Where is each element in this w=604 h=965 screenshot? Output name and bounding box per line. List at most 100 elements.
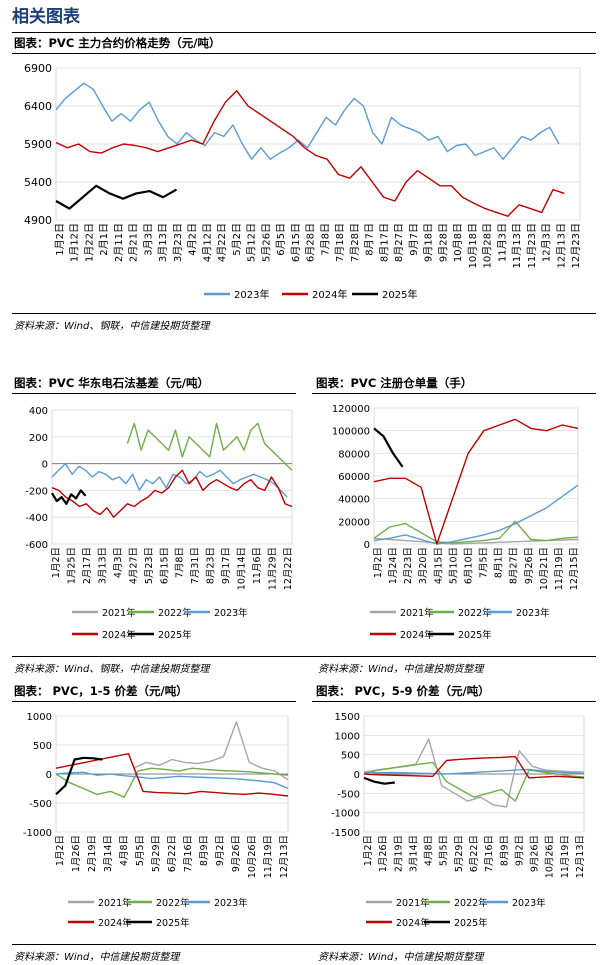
spread59-xtick-label: 1月2日 <box>363 835 374 866</box>
basis-ytick-label: -200 <box>25 486 48 497</box>
spread59-legend-label: 2022年 <box>454 897 488 909</box>
main-xtick-label: 6月5日 <box>275 223 287 256</box>
main-legend-label: 2024年 <box>312 288 347 301</box>
basis-xtick-label: 4月3日 <box>113 547 124 578</box>
main-xtick-label: 1月12日 <box>69 223 81 262</box>
main-ytick-label: 5900 <box>24 138 52 151</box>
warehouse-legend-label: 2025年 <box>458 629 492 641</box>
main-ytick-label: 4900 <box>24 214 52 227</box>
basis-chart-title: 图表：PVC 华东电石法基差（元/吨） <box>14 376 209 390</box>
basis-xtick-label: 1月2日 <box>51 547 62 578</box>
main-legend-label: 2023年 <box>234 288 269 301</box>
basis-legend-label: 2023年 <box>214 607 248 619</box>
main-chart-source: 资料来源：Wind、钢联，中信建投期货整理 <box>14 321 210 332</box>
spread59-ytick-label: -1000 <box>331 809 360 820</box>
main-xtick-label: 7月8日 <box>319 223 331 256</box>
warehouse-ytick-label: 40000 <box>338 495 370 506</box>
main-xtick-label: 8月27日 <box>393 223 405 262</box>
spread59-xtick-label: 10月26日 <box>545 835 556 878</box>
basis-ytick-label: 0 <box>42 460 48 471</box>
spread59-xtick-label: 4月8日 <box>424 835 435 866</box>
main-legend-label: 2025年 <box>382 288 417 301</box>
spread59-xtick-label: 1月26日 <box>378 835 389 872</box>
main-xtick-label: 12月13日 <box>555 223 567 268</box>
main-xtick-label: 3月23日 <box>172 223 184 262</box>
main-xtick-label: 7月28日 <box>349 223 361 262</box>
spread15-xtick-label: 9月2日 <box>215 835 226 866</box>
warehouse-xtick-label: 10月21日 <box>539 547 550 590</box>
main-ytick-label: 6400 <box>24 100 52 113</box>
warehouse-xtick-label: 2月23日 <box>403 547 414 584</box>
warehouse-ytick-label: 0 <box>364 540 370 551</box>
spread59-ytick-label: 500 <box>341 751 360 762</box>
spread15-xtick-label: 5月29日 <box>151 835 162 872</box>
main-xtick-label: 3月13日 <box>157 223 169 262</box>
basis-title-rule <box>12 393 296 394</box>
basis-xtick-label: 11月29日 <box>268 547 279 590</box>
spread15-xtick-label: 9月26日 <box>231 835 242 872</box>
main-xtick-label: 4月22日 <box>216 223 228 262</box>
spread59-xtick-label: 2月19日 <box>393 835 404 872</box>
spread15-xtick-label: 7月16日 <box>183 835 194 872</box>
spread15-xtick-label: 5月5日 <box>135 835 146 866</box>
basis-series-y2025 <box>51 489 87 505</box>
warehouse-ytick-label: 80000 <box>338 449 370 460</box>
section-title: 相关图表 <box>12 7 80 27</box>
main-xtick-label: 5月26日 <box>260 223 272 262</box>
spread15-series-y2025 <box>55 756 103 796</box>
warehouse-legend-label: 2023年 <box>516 607 550 619</box>
spread15-xtick-label: 3月14日 <box>103 835 114 872</box>
basis-xtick-label: 1月25日 <box>66 547 77 584</box>
main-xtick-label: 10月8日 <box>452 223 464 262</box>
spread59-xtick-label: 7月16日 <box>484 835 495 872</box>
basis-ytick-label: 400 <box>29 406 48 417</box>
spread59-xtick-label: 3月14日 <box>408 835 419 872</box>
main-xtick-label: 4月2日 <box>187 223 199 256</box>
main-xtick-label: 11月3日 <box>496 223 508 262</box>
spread15-xtick-label: 1月26日 <box>71 835 82 872</box>
basis-chart-source: 资料来源：Wind、钢联，中信建投期货整理 <box>14 664 210 675</box>
main-title-rule <box>12 53 596 54</box>
spread15-legend-label: 2023年 <box>214 897 248 909</box>
spread15-series-y2022 <box>55 767 289 798</box>
spread59-xtick-label: 5月5日 <box>439 835 450 866</box>
spread15-xtick-label: 12月13日 <box>279 835 290 878</box>
spread59-title-rule <box>312 701 596 702</box>
main-xtick-label: 5月12日 <box>246 223 258 262</box>
spread15-xtick-label: 4月8日 <box>119 835 130 866</box>
basis-legend-label: 2025年 <box>158 629 192 641</box>
main-xtick-label: 1月2日 <box>54 223 66 256</box>
row2-bottom-rule <box>12 656 596 657</box>
basis-series-y2022 <box>126 422 293 471</box>
spread59-ytick-label: -1500 <box>331 828 360 839</box>
spread59-ytick-label: -500 <box>337 789 360 800</box>
main-xtick-label: 6月28日 <box>305 223 317 262</box>
warehouse-chart-source: 资料来源：Wind，中信建投期货整理 <box>318 664 484 675</box>
warehouse-series-y2023 <box>373 484 579 545</box>
spread15-series-y2021 <box>133 721 289 781</box>
basis-xtick-label: 7月8日 <box>175 547 186 578</box>
warehouse-series-y2022 <box>373 520 579 544</box>
top-divider <box>12 32 596 33</box>
main-xtick-label: 1月22日 <box>83 223 95 262</box>
spread15-ytick-label: -1000 <box>23 828 52 839</box>
spread15-ytick-label: 500 <box>33 741 52 752</box>
spread15-legend-label: 2024年 <box>98 917 132 929</box>
warehouse-series-y2025 <box>373 427 404 468</box>
spread59-legend-label: 2025年 <box>454 917 488 929</box>
spread59-legend-label: 2023年 <box>512 897 546 909</box>
spread15-xtick-label: 11月19日 <box>263 835 274 878</box>
main-xtick-label: 11月23日 <box>526 223 538 268</box>
main-xtick-label: 10月28日 <box>482 223 494 268</box>
basis-xtick-label: 4月27日 <box>128 547 139 584</box>
basis-xtick-label: 5月23日 <box>144 547 155 584</box>
spread59-chart-title: 图表： PVC，5-9 价差（元/吨） <box>316 684 490 698</box>
main-xtick-label: 9月28日 <box>437 223 449 262</box>
spread15-legend-label: 2022年 <box>156 897 190 909</box>
spread59-chart-source: 资料来源：Wind，中信建投期货整理 <box>318 952 484 963</box>
spread15-xtick-label: 6月22日 <box>167 835 178 872</box>
main-series-y2025 <box>55 184 178 210</box>
